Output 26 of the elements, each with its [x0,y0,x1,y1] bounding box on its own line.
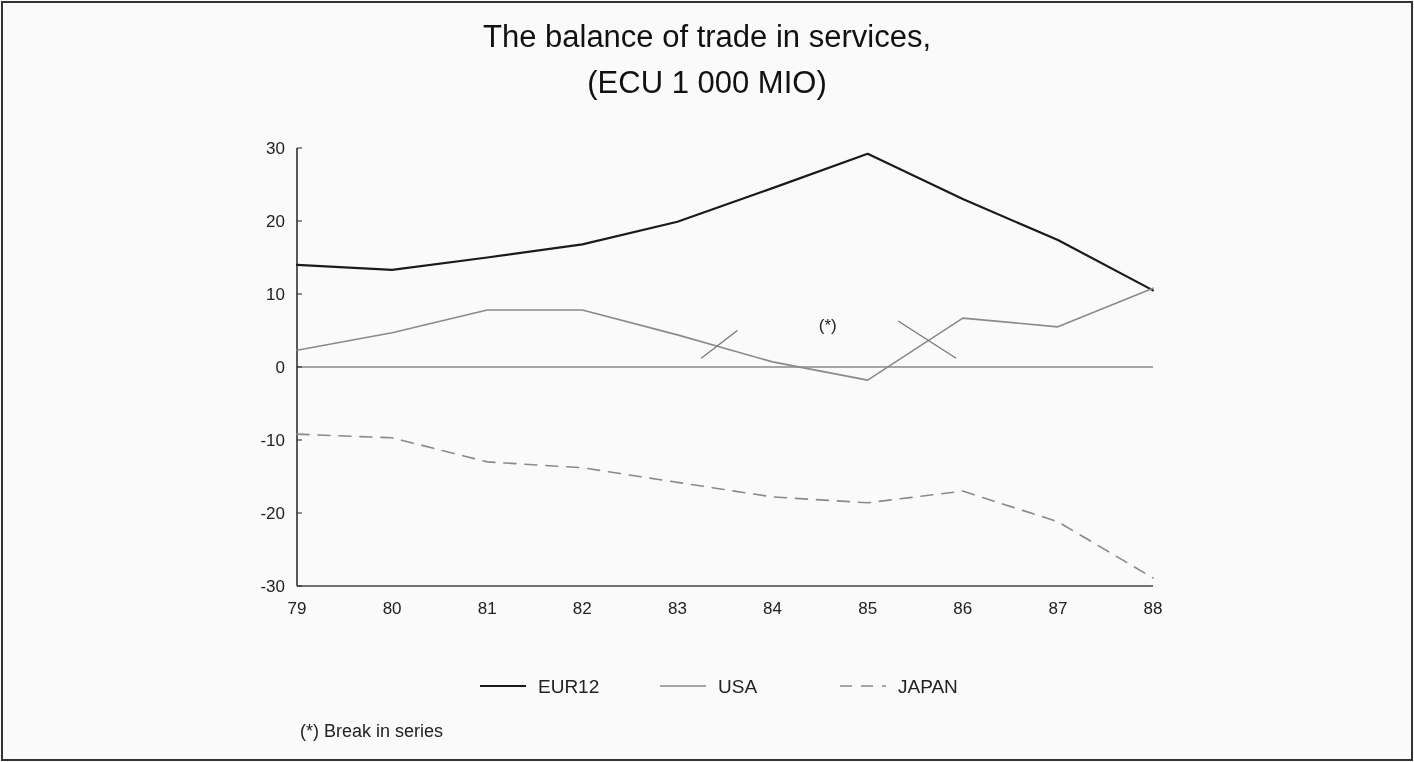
y-tick-label: -10 [260,430,285,450]
x-tick-label: 82 [572,599,592,618]
x-tick-label: 86 [953,599,973,618]
y-tick-label: 30 [266,138,285,158]
chart-subtitle: (ECU 1 000 MIO) [587,65,827,100]
x-tick-label: 87 [1048,599,1068,618]
line-series [296,433,1154,579]
line-series [296,287,1154,381]
annotation: (*) [818,315,837,335]
legend-label: EUR12 [538,675,600,697]
y-tick-label: -20 [260,503,285,523]
x-tick-label: 85 [858,599,878,618]
y-tick-label: 20 [266,211,285,231]
y-tick-label: 0 [275,357,285,377]
x-tick-label: 88 [1143,599,1163,618]
chart-title: The balance of trade in services, [482,19,932,54]
legend-label: USA [718,675,758,697]
x-tick-label: 84 [763,599,783,618]
text: (*) Break in series [300,721,444,741]
legend-label: JAPAN [898,675,958,697]
x-tick-label: 81 [477,599,497,618]
y-tick-label: 10 [266,284,285,304]
x-tick-label: 80 [382,599,402,618]
y-tick-label: -30 [260,576,285,596]
x-tick-label: 83 [667,599,687,618]
x-tick-label: 79 [287,599,307,618]
